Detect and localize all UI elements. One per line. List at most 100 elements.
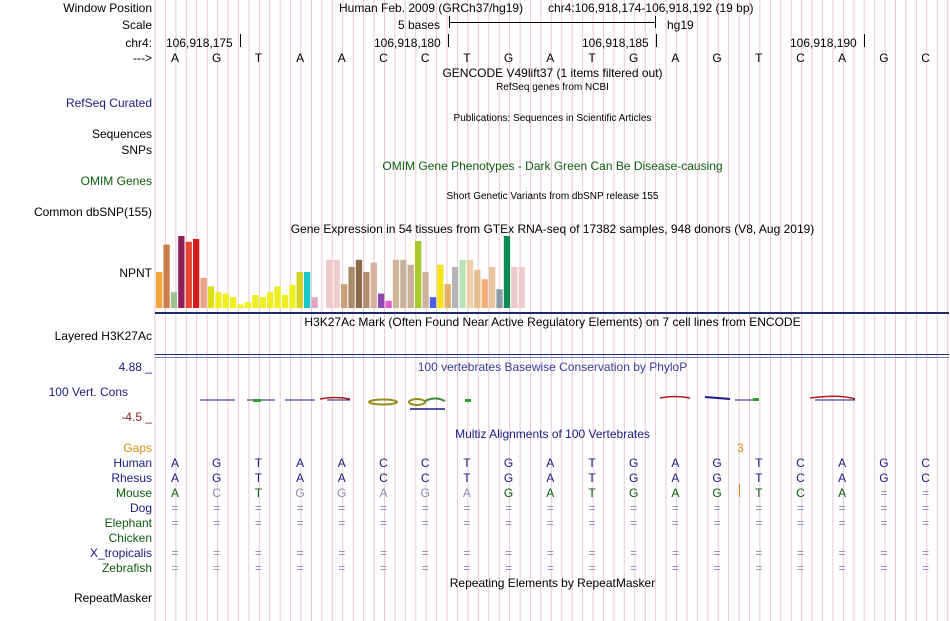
gtex-tissue-bar[interactable] bbox=[355, 259, 363, 308]
layered-h3k27ac-track-label[interactable]: Layered H3K27Ac bbox=[54, 329, 152, 343]
multiz-species-label[interactable]: Zebrafish bbox=[101, 561, 152, 575]
ruler-tick-label: 106,918,180 bbox=[374, 36, 441, 50]
gtex-tissue-bar[interactable] bbox=[289, 285, 296, 308]
refseq-curated-track-label[interactable]: RefSeq Curated bbox=[65, 96, 152, 110]
multiz-species-label[interactable]: X_tropicalis bbox=[89, 546, 152, 560]
phylop-conservation-plot[interactable] bbox=[155, 390, 949, 414]
multiz-species-label[interactable]: Mouse bbox=[115, 486, 152, 500]
gtex-tissue-bar[interactable] bbox=[452, 267, 459, 308]
gtex-tissue-bar[interactable] bbox=[385, 300, 392, 308]
gtex-tissue-bar[interactable] bbox=[274, 286, 281, 308]
gtex-tissue-bar[interactable] bbox=[511, 267, 518, 308]
multiz-base: = bbox=[713, 561, 721, 575]
multiz-species-label[interactable]: Dog bbox=[129, 501, 152, 515]
gtex-tissue-bar[interactable] bbox=[200, 277, 207, 308]
repeatmasker-track-title[interactable]: Repeating Elements by RepeatMasker bbox=[449, 576, 656, 590]
multiz-base: = bbox=[254, 546, 262, 560]
gtex-tissue-bar[interactable] bbox=[370, 262, 377, 308]
gtex-tissue-bar[interactable] bbox=[170, 292, 178, 308]
multiz-base: G bbox=[212, 471, 222, 485]
gtex-tissue-bar[interactable] bbox=[156, 272, 163, 308]
gtex-tissue-bar[interactable] bbox=[237, 304, 244, 308]
gtex-tissue-bar[interactable] bbox=[163, 244, 170, 308]
sequences-track-label[interactable]: Sequences bbox=[91, 127, 152, 141]
gtex-tissue-bar[interactable] bbox=[422, 272, 429, 308]
gtex-tissue-bar[interactable] bbox=[474, 269, 481, 308]
gtex-tissue-bar[interactable] bbox=[296, 272, 303, 308]
gtex-tissue-bar[interactable] bbox=[341, 284, 348, 308]
gtex-tissue-bar[interactable] bbox=[244, 302, 252, 308]
multiz-base: G bbox=[629, 471, 639, 485]
multiz-base: = bbox=[505, 516, 513, 530]
gap-count: 3 bbox=[737, 441, 744, 455]
multiz-base: = bbox=[838, 561, 846, 575]
multiz-base: G bbox=[629, 456, 639, 470]
multiz-base: A bbox=[462, 486, 471, 500]
gtex-tissue-bar[interactable] bbox=[207, 286, 215, 308]
gtex-tissue-bar[interactable] bbox=[518, 267, 525, 308]
multiz-base: G bbox=[712, 471, 722, 485]
gtex-tissue-bar[interactable] bbox=[459, 259, 466, 308]
gtex-tissue-bar[interactable] bbox=[407, 264, 414, 308]
repeatmasker-track-label[interactable]: RepeatMasker bbox=[73, 591, 152, 605]
snps-track-label[interactable]: SNPs bbox=[121, 143, 152, 157]
omim-genes-track-label[interactable]: OMIM Genes bbox=[80, 174, 152, 188]
phylop-min-label: -4.5 _ bbox=[121, 410, 152, 424]
gtex-track-title[interactable]: Gene Expression in 54 tissues from GTEx … bbox=[290, 222, 815, 236]
gtex-tissue-bar[interactable] bbox=[222, 293, 229, 308]
gtex-tissue-bar[interactable] bbox=[193, 238, 200, 308]
gtex-tissue-bar[interactable] bbox=[304, 272, 311, 308]
multiz-base: = bbox=[713, 516, 721, 530]
reference-base: A bbox=[337, 51, 346, 65]
multiz-track-title[interactable]: Multiz Alignments of 100 Vertebrates bbox=[455, 427, 650, 441]
gtex-tissue-bar[interactable] bbox=[363, 272, 370, 308]
gtex-tissue-bar[interactable] bbox=[400, 259, 407, 308]
multiz-base: = bbox=[630, 516, 638, 530]
gtex-tissue-bar[interactable] bbox=[481, 279, 488, 308]
gtex-tissue-bar[interactable] bbox=[429, 297, 437, 308]
gtex-tissue-bar[interactable] bbox=[496, 289, 503, 308]
multiz-species-label[interactable]: Human bbox=[113, 456, 152, 470]
gtex-tissue-bar[interactable] bbox=[259, 297, 266, 308]
ruler-tick bbox=[240, 34, 241, 47]
gtex-gene-label[interactable]: NPNT bbox=[119, 266, 152, 280]
gtex-tissue-bar[interactable] bbox=[215, 292, 222, 308]
gtex-tissue-bar[interactable] bbox=[444, 284, 451, 308]
gtex-tissue-bar[interactable] bbox=[326, 259, 333, 308]
gtex-tissue-bar[interactable] bbox=[378, 293, 385, 308]
common-dbsnp-track-label[interactable]: Common dbSNP(155) bbox=[33, 205, 152, 219]
multiz-base: = bbox=[421, 561, 429, 575]
gtex-tissue-bar[interactable] bbox=[437, 264, 444, 308]
multiz-species-label[interactable]: Chicken bbox=[108, 531, 152, 545]
omim-track-title[interactable]: OMIM Gene Phenotypes - Dark Green Can Be… bbox=[382, 159, 723, 173]
gtex-tissue-bar[interactable] bbox=[185, 241, 192, 308]
gtex-tissue-bar[interactable] bbox=[348, 267, 355, 308]
phylop-max-label: 4.88 _ bbox=[118, 360, 152, 374]
h3k27ac-track-title[interactable]: H3K27Ac Mark (Often Found Near Active Re… bbox=[304, 315, 801, 329]
gtex-tissue-bar[interactable] bbox=[503, 236, 511, 308]
multiz-base: A bbox=[671, 486, 680, 500]
multiz-base: = bbox=[671, 516, 679, 530]
multiz-species-label[interactable]: Rhesus bbox=[111, 471, 152, 485]
reference-base: T bbox=[755, 51, 763, 65]
gtex-tissue-bar[interactable] bbox=[178, 236, 185, 308]
gtex-tissue-bar[interactable] bbox=[311, 297, 318, 308]
gtex-tissue-bar[interactable] bbox=[252, 295, 259, 308]
gtex-tissue-bar[interactable] bbox=[267, 292, 274, 308]
phylop-track-title[interactable]: 100 vertebrates Basewise Conservation by… bbox=[417, 360, 688, 374]
gtex-tissue-bar[interactable] bbox=[489, 267, 496, 308]
multiz-base: = bbox=[588, 561, 596, 575]
scale-value: 5 bases bbox=[398, 18, 441, 32]
gtex-expression-chart[interactable] bbox=[155, 236, 949, 312]
gtex-tissue-bar[interactable] bbox=[415, 241, 422, 308]
gtex-tissue-bar[interactable] bbox=[392, 259, 400, 308]
gencode-track-title[interactable]: GENCODE V49lift37 (1 items filtered out) bbox=[442, 66, 663, 80]
multiz-base: = bbox=[379, 501, 387, 515]
gtex-tissue-bar[interactable] bbox=[281, 295, 289, 308]
phylop-track-label[interactable]: 100 Vert. Cons bbox=[48, 385, 128, 399]
gtex-tissue-bar[interactable] bbox=[230, 297, 237, 308]
gtex-tissue-bar[interactable] bbox=[333, 259, 340, 308]
multiz-base: G bbox=[712, 456, 722, 470]
gtex-tissue-bar[interactable] bbox=[466, 259, 474, 308]
multiz-species-label[interactable]: Elephant bbox=[104, 516, 152, 530]
